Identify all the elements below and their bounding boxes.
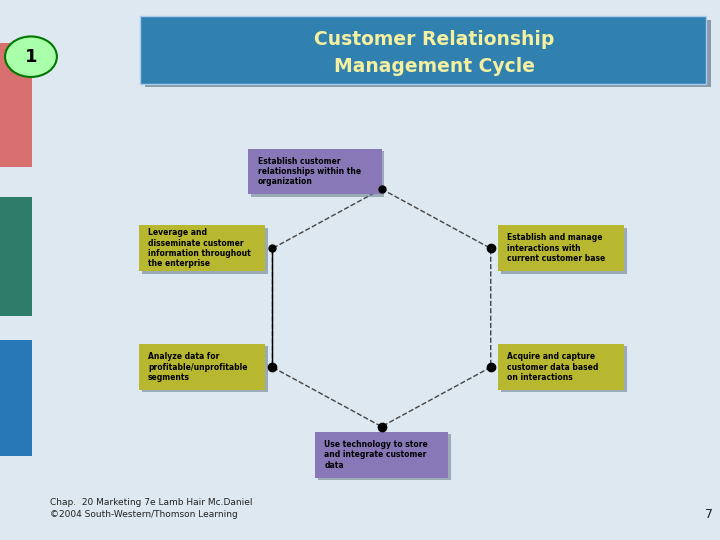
Text: Use technology to store
and integrate customer
data: Use technology to store and integrate cu…: [324, 440, 428, 470]
Ellipse shape: [5, 36, 57, 77]
Text: Acquire and capture
customer data based
on interactions: Acquire and capture customer data based …: [507, 352, 598, 382]
FancyBboxPatch shape: [498, 226, 624, 271]
Text: Establish customer
relationships within the
organization: Establish customer relationships within …: [258, 157, 361, 186]
FancyBboxPatch shape: [139, 345, 265, 390]
Bar: [145, 20, 711, 87]
Text: Analyze data for
profitable/unprofitable
segments: Analyze data for profitable/unprofitable…: [148, 352, 248, 382]
FancyBboxPatch shape: [251, 151, 384, 197]
Text: 7: 7: [705, 508, 713, 521]
Text: Leverage and
disseminate customer
information throughout
the enterprise: Leverage and disseminate customer inform…: [148, 228, 251, 268]
FancyBboxPatch shape: [142, 228, 268, 273]
Text: ©2004 South-Western/Thomson Learning: ©2004 South-Western/Thomson Learning: [50, 510, 238, 518]
FancyBboxPatch shape: [501, 228, 627, 273]
Text: Customer Relationship: Customer Relationship: [314, 30, 554, 49]
FancyBboxPatch shape: [139, 226, 265, 271]
FancyBboxPatch shape: [498, 345, 624, 390]
FancyBboxPatch shape: [501, 347, 627, 392]
Text: Management Cycle: Management Cycle: [334, 57, 535, 76]
Text: Chap.  20 Marketing 7e Lamb Hair Mc.Daniel: Chap. 20 Marketing 7e Lamb Hair Mc.Danie…: [50, 498, 253, 507]
Text: Establish and manage
interactions with
current customer base: Establish and manage interactions with c…: [507, 233, 605, 264]
FancyBboxPatch shape: [248, 148, 382, 194]
Bar: [0, 340, 32, 456]
Bar: [140, 16, 706, 84]
Bar: [0, 197, 32, 316]
FancyBboxPatch shape: [318, 434, 451, 480]
FancyBboxPatch shape: [142, 347, 268, 392]
Bar: [0, 43, 32, 167]
Text: 1: 1: [24, 48, 37, 66]
FancyBboxPatch shape: [315, 432, 448, 478]
